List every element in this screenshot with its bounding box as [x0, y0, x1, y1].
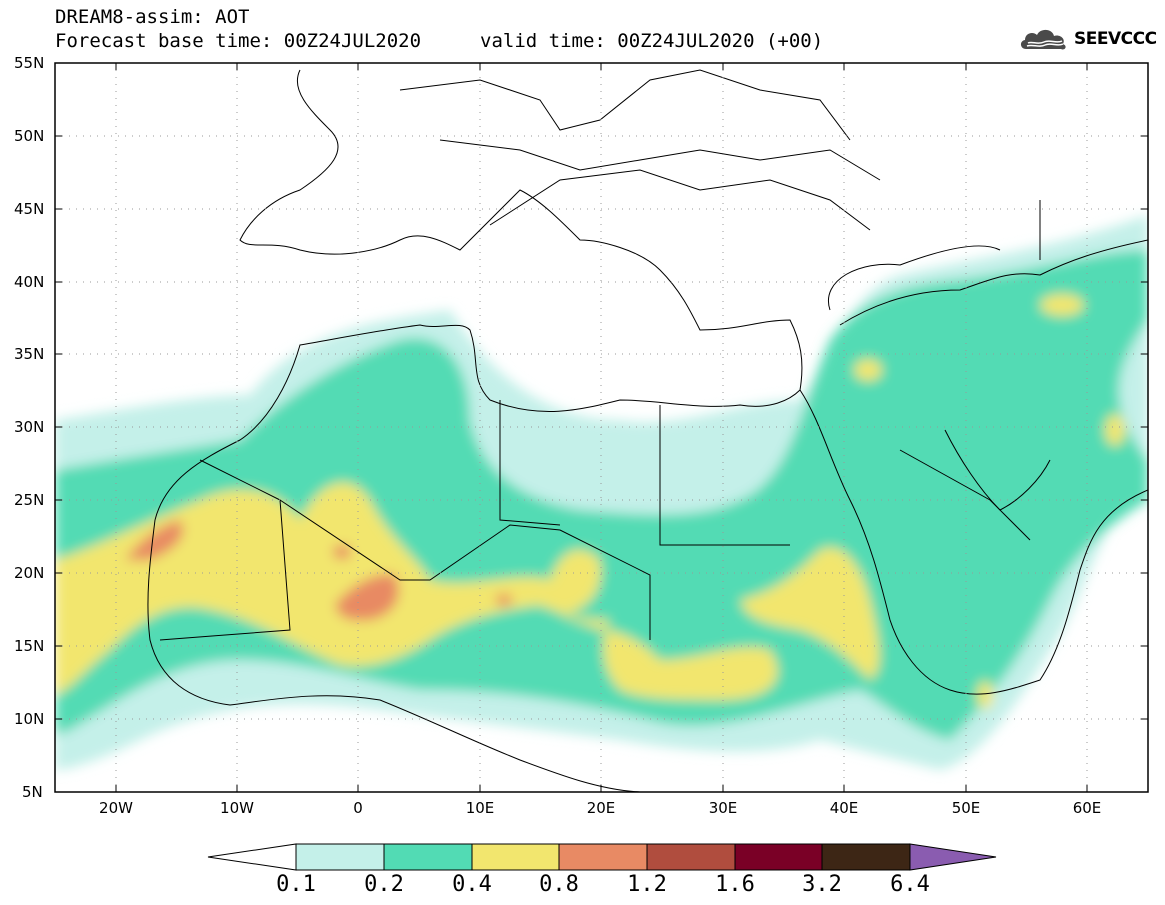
colorbar-label: 0.4 — [452, 872, 492, 897]
colorbar-label: 0.2 — [364, 872, 404, 897]
lat-label: 15N — [14, 637, 45, 655]
colorbar-swatch-0.4 — [471, 843, 560, 871]
valid-time: valid time: 00Z24JUL2020 (+00) — [480, 30, 824, 52]
cloud-icon — [1020, 29, 1066, 50]
lat-label: 30N — [14, 418, 45, 436]
logo-text: SEEVCCC — [1074, 29, 1157, 49]
aot-0.8-region — [333, 545, 351, 559]
lat-label: 45N — [14, 200, 45, 218]
forecast-base-time: Forecast base time: 00Z24JUL2020 — [55, 30, 422, 52]
axis-ticks — [55, 62, 1148, 792]
map-title: DREAM8-assim: AOT — [55, 6, 250, 28]
colorbar-swatch-0.2 — [383, 843, 473, 871]
lat-label: 10N — [14, 710, 45, 728]
lat-label: 25N — [14, 491, 45, 509]
colorbar-swatch-1.6 — [734, 843, 823, 871]
lat-label: 40N — [14, 273, 45, 291]
colorbar — [207, 843, 997, 871]
colorbar-swatch-0.1 — [295, 843, 385, 871]
lat-label: 35N — [14, 345, 45, 363]
lat-label: 5N — [22, 783, 43, 801]
lat-label: 55N — [14, 54, 45, 72]
seevccc-logo: SEEVCCC — [1018, 24, 1157, 54]
lon-label: 20W — [99, 799, 133, 817]
lon-label: 0 — [353, 799, 363, 817]
colorbar-label: 1.2 — [627, 872, 667, 897]
aot-0.4-region — [854, 359, 882, 381]
lat-label: 50N — [14, 127, 45, 145]
aot-0.4-region — [55, 482, 778, 700]
aot-0.8-region — [496, 594, 512, 606]
aot-0.4-region — [740, 547, 880, 680]
colorbar-label: 0.1 — [276, 872, 316, 897]
lon-label: 50E — [951, 799, 981, 817]
graticule — [55, 63, 1148, 792]
colorbar-swatch-1.2 — [646, 843, 736, 871]
lon-label: 20E — [586, 799, 616, 817]
lon-label: 60E — [1072, 799, 1102, 817]
aot-0.8-region — [125, 520, 184, 560]
colorbar-label: 6.4 — [890, 872, 930, 897]
colorbar-low-arrow — [207, 843, 297, 871]
colorbar-swatch-0.8 — [558, 843, 648, 871]
lon-label: 40E — [829, 799, 859, 817]
aot-0.8-region — [335, 574, 399, 621]
colorbar-swatch-3.2 — [821, 843, 911, 871]
lon-label: 30E — [708, 799, 738, 817]
lon-label: 10W — [220, 799, 254, 817]
aot-0.4-region — [977, 681, 993, 709]
colorbar-label: 3.2 — [802, 872, 842, 897]
lon-label: 10E — [465, 799, 495, 817]
colorbar-high-arrow — [909, 843, 997, 871]
aot-0.4-region — [1040, 294, 1084, 316]
colorbar-label: 1.6 — [715, 872, 755, 897]
coastlines — [147, 69, 1148, 792]
aot-0.4-region — [1105, 414, 1125, 446]
colorbar-label: 0.8 — [539, 872, 579, 897]
lat-label: 20N — [14, 564, 45, 582]
